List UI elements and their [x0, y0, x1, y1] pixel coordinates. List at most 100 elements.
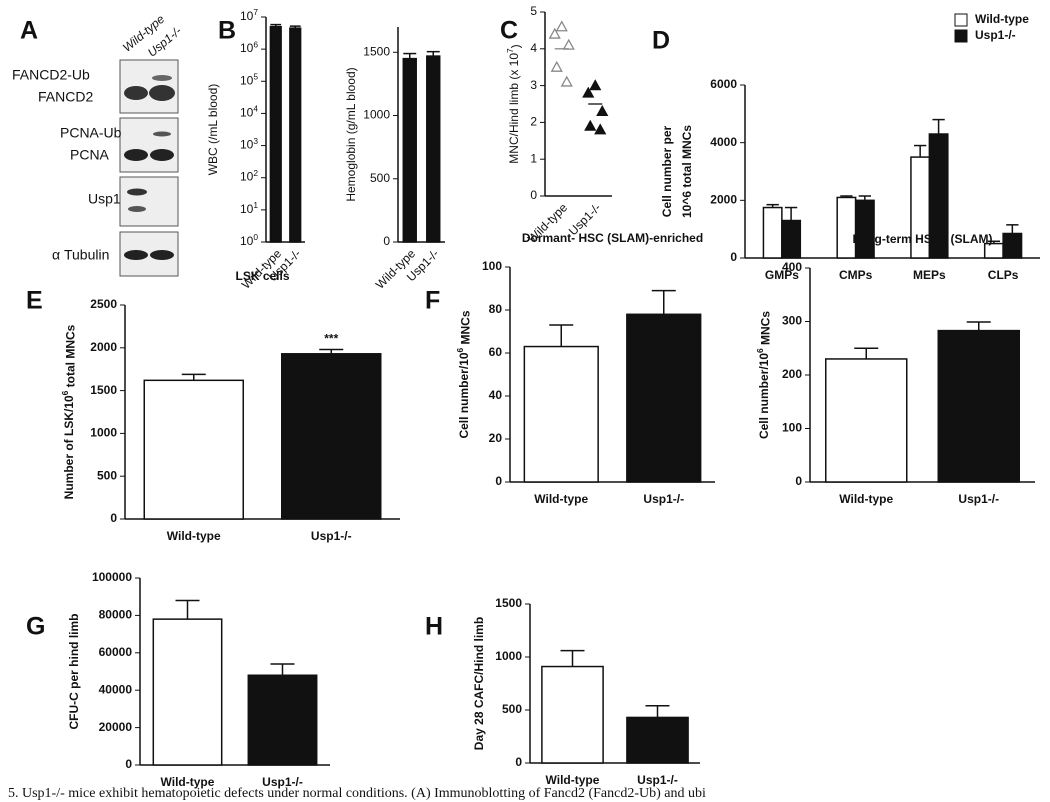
error-bar	[854, 347, 879, 359]
band-label: PCNA	[70, 147, 110, 163]
point	[555, 20, 568, 32]
blot: Wild-type Usp1-/- FANCD2-Ub FANCD2 PCNA-…	[12, 12, 184, 277]
chart: 0 500 1000 1500 2000 2500 Number of LSK/106 to…	[60, 269, 400, 543]
y-axis-label: Day 28 CAFC/Hind limb	[472, 617, 486, 750]
y-tick-label: 1000	[90, 426, 117, 440]
y-tick-label: 1500	[363, 44, 390, 58]
bar	[1002, 232, 1023, 259]
bar	[152, 618, 223, 766]
y-tick-label: 100	[240, 232, 258, 248]
y-tick-label: 0	[515, 755, 522, 769]
panel-letters: A B C D E F G H	[20, 17, 670, 641]
y-tick-label: 0	[495, 474, 502, 488]
band	[124, 86, 148, 100]
y-tick-label: 500	[97, 468, 117, 482]
band	[127, 188, 147, 196]
panel-label: G	[26, 613, 45, 641]
x-tick-label: GMPs	[765, 268, 799, 282]
band	[150, 250, 174, 260]
x-tick-label: Wild-type	[534, 492, 588, 506]
x-tick-label: Wild-type	[161, 775, 215, 789]
y-axis-label: Number of LSK/106 total MNCs	[60, 324, 77, 499]
bar	[762, 206, 783, 259]
panel-label: F	[425, 287, 440, 315]
caption: 5. Usp1-/- mice exhibit hematopoietic de…	[8, 786, 706, 801]
y-axis-label: Cell number per	[660, 125, 674, 217]
bar	[426, 55, 441, 243]
y-tick-label: 1	[530, 151, 537, 165]
y-tick-label: 500	[502, 702, 522, 716]
y-tick-label: 200	[782, 367, 802, 381]
y-tick-label: 300	[782, 314, 802, 328]
y-tick-label: 40	[489, 388, 503, 402]
y-tick-label: 40000	[99, 682, 133, 696]
point	[594, 123, 607, 135]
y-tick-label: 80	[489, 302, 503, 316]
y-tick-label: 4	[530, 41, 537, 55]
chart: 0 2000 4000 6000 Cell number per 10^6 total M…	[660, 12, 1040, 282]
chart: 0 20000 40000 60000 80000 100000 CFU-C per hin…	[67, 570, 330, 789]
band	[153, 131, 171, 137]
point	[584, 119, 597, 131]
x-tick-label: Wild-type	[167, 529, 221, 543]
y-axis-label: CFU-C per hind limb	[67, 614, 81, 730]
y-tick-label: 20000	[99, 720, 133, 734]
y-tick-label: 0	[530, 188, 537, 202]
panel-label: B	[218, 17, 236, 45]
chart: 0 100 200 300 400 Cell number/106 MNCs Long-te…	[755, 232, 1035, 506]
band	[124, 149, 148, 161]
band-label: α Tubulin	[52, 247, 109, 263]
y-tick-label: 1000	[495, 649, 522, 663]
error-bar	[270, 663, 295, 676]
band	[149, 85, 175, 101]
y-tick-label: 1500	[495, 596, 522, 610]
y-axis-label: MNC/Hind limb (x 107)	[505, 44, 522, 163]
y-tick-label: 2	[530, 115, 537, 129]
annotation: ***	[324, 332, 338, 346]
chart-title: Dormant- HSC (SLAM)-enriched	[522, 231, 703, 245]
y-tick-label: 105	[240, 72, 258, 88]
band-label: FANCD2	[38, 89, 93, 105]
bar	[937, 329, 1020, 483]
bar	[854, 199, 875, 259]
y-tick-label: 100000	[92, 570, 132, 584]
y-axis-label: Hemoglobin (g/mL blood)	[344, 67, 358, 201]
bar	[402, 57, 417, 243]
x-tick-label: CLPs	[988, 268, 1019, 282]
bar	[269, 25, 282, 243]
bar	[626, 716, 689, 764]
y-tick-label: 106	[240, 40, 258, 56]
bar	[825, 358, 908, 483]
x-tick-label: Usp1-/-	[958, 492, 999, 506]
bar	[281, 353, 382, 520]
panel-label: D	[652, 27, 670, 55]
y-tick-label: 80000	[99, 608, 133, 622]
chart: 0 500 1000 1500 Day 28 CAFC/Hind limb Wild-ty…	[472, 596, 700, 787]
x-tick-label: CMPs	[839, 268, 873, 282]
y-axis-label: 10^6 total MNCs	[680, 125, 694, 218]
y-axis-label: WBC (/mL blood)	[206, 84, 220, 176]
error-bar	[914, 144, 927, 158]
error-bar	[1006, 224, 1019, 234]
bar	[541, 665, 604, 764]
point	[550, 60, 563, 72]
y-tick-label: 2500	[90, 297, 117, 311]
y-tick-label: 5	[530, 4, 537, 18]
bar	[928, 133, 949, 259]
error-bar	[560, 649, 585, 667]
y-tick-label: 0	[795, 474, 802, 488]
y-tick-label: 101	[240, 200, 258, 216]
error-bar	[651, 289, 676, 315]
point	[596, 105, 609, 117]
legend-label: Usp1-/-	[975, 28, 1016, 42]
x-tick-label: Usp1-/-	[637, 773, 678, 787]
y-tick-label: 2000	[710, 193, 737, 207]
panel-label: H	[425, 613, 443, 641]
point	[582, 86, 595, 98]
panel-label: A	[20, 17, 38, 45]
error-bar	[966, 321, 991, 331]
y-tick-label: 102	[240, 168, 258, 184]
